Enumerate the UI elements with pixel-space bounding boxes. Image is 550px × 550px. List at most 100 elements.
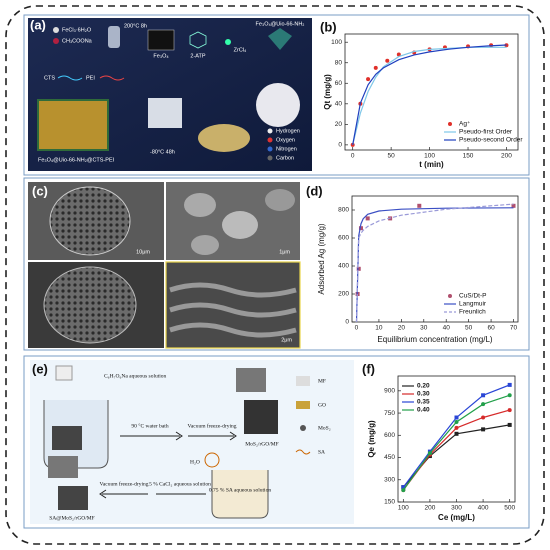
sponge bbox=[37, 99, 109, 151]
y-tick-label: 750 bbox=[384, 410, 395, 417]
plot-area bbox=[397, 375, 516, 503]
panel-label: (f) bbox=[362, 361, 375, 376]
reagent: FeCl₃·6H₂O bbox=[62, 27, 92, 33]
product: Fe₃O₄@Uio-66-NH₂@CTS-PEI bbox=[38, 157, 115, 163]
x-tick-label: 20 bbox=[398, 325, 406, 332]
legend-icon bbox=[300, 425, 306, 431]
legend-label: Nitrogen bbox=[276, 146, 297, 152]
x-tick-label: 40 bbox=[443, 325, 451, 332]
product: Fe₃O₄@Uio-66-NH₂ bbox=[256, 21, 305, 27]
diatom bbox=[49, 186, 131, 256]
step: -80°C 48h bbox=[150, 149, 175, 155]
legend-icon bbox=[295, 449, 311, 455]
powder bbox=[147, 29, 175, 51]
point bbox=[454, 415, 459, 420]
x-tick-label: 100 bbox=[398, 505, 409, 512]
legend-label: 0.40 bbox=[417, 407, 430, 414]
diatom bbox=[43, 266, 137, 344]
polymer: PEI bbox=[86, 75, 95, 81]
x-tick-label: 200 bbox=[501, 153, 512, 160]
legend-dot bbox=[267, 155, 273, 161]
point bbox=[454, 431, 459, 436]
step: Vacuum freeze-drying bbox=[99, 480, 148, 487]
plot-area bbox=[344, 33, 519, 151]
x-axis-label: Ce (mg/L) bbox=[438, 513, 475, 522]
solution: C₆H₇O₆Na aqueous solution bbox=[104, 373, 167, 379]
x-tick-label: 70 bbox=[510, 325, 518, 332]
particle bbox=[265, 189, 295, 211]
x-tick-label: 0 bbox=[351, 153, 355, 160]
step: 90 °C water bath bbox=[131, 422, 168, 429]
water: H₂O bbox=[190, 459, 200, 465]
point bbox=[454, 419, 459, 424]
arrowhead bbox=[175, 431, 183, 441]
point bbox=[365, 216, 370, 221]
product: SA@MoS₂/rGO/MF bbox=[49, 515, 95, 521]
step: Vacuum freeze-drying bbox=[187, 422, 236, 429]
y-tick-label: 600 bbox=[338, 235, 349, 242]
point bbox=[427, 451, 432, 456]
arrowhead bbox=[229, 431, 237, 441]
step: 200°C 8h bbox=[124, 23, 147, 29]
y-tick-label: 150 bbox=[384, 499, 395, 506]
frame-cd bbox=[23, 177, 530, 351]
point bbox=[511, 203, 516, 208]
panel-label: (a) bbox=[30, 17, 46, 32]
point bbox=[507, 382, 512, 387]
solution: 0.75 % SA aqueous solution bbox=[209, 487, 271, 493]
crystal bbox=[268, 28, 292, 50]
panel-a: FeCl₃·6H₂O CH₃COONa 200°C 8h Fe₃O₄ 2-ATP… bbox=[28, 18, 312, 171]
linker: 2-ATP bbox=[190, 53, 206, 59]
mf-cube bbox=[55, 365, 73, 381]
point bbox=[366, 77, 371, 82]
panel-e: C₆H₇O₆Na aqueous solution 90 °C water ba… bbox=[30, 360, 354, 524]
molecule bbox=[189, 31, 207, 49]
point bbox=[401, 485, 406, 490]
x-tick-label: 200 bbox=[424, 505, 435, 512]
series-line bbox=[355, 203, 514, 323]
foam bbox=[52, 426, 82, 450]
y-tick-label: 20 bbox=[335, 121, 343, 128]
texture bbox=[169, 282, 297, 338]
panel-label: (b) bbox=[320, 19, 337, 34]
legend-icon bbox=[296, 376, 310, 386]
legend-label: MoS₂ bbox=[318, 425, 331, 431]
y-tick-label: 600 bbox=[384, 432, 395, 439]
x-tick-label: 400 bbox=[478, 505, 489, 512]
series-line bbox=[352, 44, 507, 146]
legend-label: 0.35 bbox=[417, 399, 430, 406]
legend-label: 0.30 bbox=[417, 391, 430, 398]
y-tick-label: 60 bbox=[335, 80, 343, 87]
legend-dot bbox=[267, 137, 273, 143]
point bbox=[454, 425, 459, 430]
point bbox=[507, 408, 512, 413]
panel-label: (c) bbox=[32, 183, 48, 198]
point bbox=[385, 58, 390, 63]
y-tick-label: 40 bbox=[335, 101, 343, 108]
x-tick-label: 10 bbox=[375, 325, 383, 332]
x-axis-label: t (min) bbox=[419, 160, 444, 169]
scale-bar: 2μm bbox=[281, 337, 292, 343]
point bbox=[373, 65, 378, 70]
point bbox=[481, 393, 486, 398]
point bbox=[481, 415, 486, 420]
point bbox=[507, 422, 512, 427]
scale-bar: 10μm bbox=[136, 249, 150, 255]
point bbox=[507, 393, 512, 398]
x-tick-label: 50 bbox=[465, 325, 473, 332]
legend-label: Oxygen bbox=[276, 137, 295, 143]
arrowhead bbox=[99, 489, 107, 499]
y-tick-label: 450 bbox=[384, 454, 395, 461]
point bbox=[417, 203, 422, 208]
legend-swatch bbox=[448, 294, 452, 298]
y-axis-label: Qt (mg/g) bbox=[323, 74, 332, 110]
sem-inset bbox=[236, 368, 266, 392]
monolith bbox=[198, 124, 250, 152]
plot-area bbox=[351, 195, 519, 323]
x-tick-label: 50 bbox=[388, 153, 396, 160]
legend-label: MF bbox=[318, 378, 326, 384]
product: Fe₃O₄ bbox=[153, 53, 169, 59]
y-tick-label: 100 bbox=[331, 39, 342, 46]
x-tick-label: 30 bbox=[420, 325, 428, 332]
